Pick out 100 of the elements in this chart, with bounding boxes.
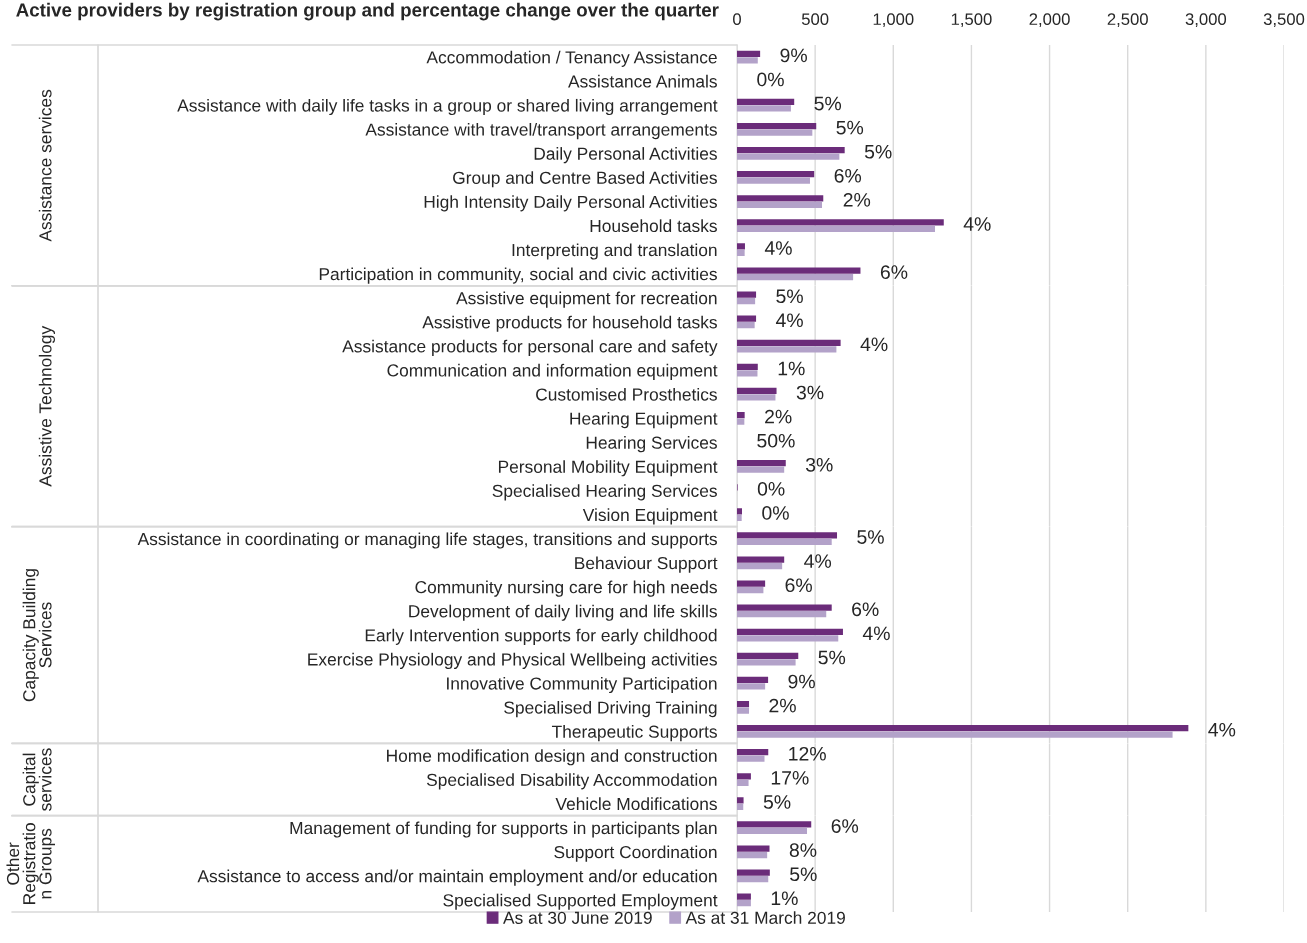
bar (737, 153, 840, 160)
legend-label: As at 30 June 2019 (503, 911, 652, 924)
annotation: 4% (764, 241, 792, 255)
annotation: 5% (790, 867, 817, 882)
bar (737, 803, 744, 810)
bar (737, 298, 756, 305)
bar (737, 851, 768, 859)
bar (737, 177, 810, 184)
bar (737, 827, 808, 835)
annotation: 2% (843, 192, 871, 207)
bar (737, 147, 845, 154)
bar (737, 273, 854, 281)
annotation: 4% (862, 626, 890, 641)
bar (737, 50, 761, 57)
y-tick-label: Participation in community, social and civic activities (319, 267, 717, 284)
bar (737, 676, 769, 684)
annotation: 12% (789, 746, 826, 761)
bar (737, 219, 944, 226)
bar (737, 394, 776, 401)
bar (737, 267, 861, 274)
bar (737, 556, 785, 563)
bar (737, 315, 757, 322)
y-tick-label: Management of funding for supports in participants plan (290, 821, 717, 838)
annotation: 4% (775, 313, 803, 328)
y-tick-label: Customised Prosthetics (536, 387, 717, 401)
bar (737, 411, 745, 419)
y-axis-title: Assistive Technology (38, 325, 55, 487)
annotation: 5% (836, 120, 864, 135)
bar (737, 700, 750, 708)
bar (737, 225, 936, 232)
bar (737, 171, 815, 178)
bar (737, 773, 751, 780)
y-tick-label: Home modification design and construction (387, 749, 717, 766)
y-tick-label: Support Coordination (554, 845, 717, 862)
annotation: 9% (780, 48, 807, 63)
y-tick-label: Assistance with daily life tasks in a group or shared living arrangement (177, 98, 718, 116)
y-tick-label: Assistance products for personal care and safety (342, 339, 718, 356)
annotation: 2% (765, 409, 792, 424)
annotation: 2% (769, 698, 796, 713)
text: Active providers by registration group and percentage change over the quarter (16, 2, 719, 21)
bar (737, 339, 841, 346)
bar (737, 587, 764, 594)
annotation: 9% (788, 674, 815, 689)
bar (737, 749, 769, 756)
y-tick-label: Specialised Disability Accommodation (426, 773, 717, 790)
bar (737, 797, 744, 804)
y-tick-label: Assistive equipment for recreation (456, 291, 717, 308)
annotation: 6% (834, 168, 862, 183)
bar (737, 628, 843, 635)
y-tick-label: Exercise Physiology and Physical Wellbeing activities (308, 652, 717, 670)
bar (737, 876, 769, 883)
y-tick-label: Development of daily living and life skills (409, 604, 717, 621)
bar (737, 243, 745, 250)
y-tick-label: Personal Mobility Equipment (498, 460, 718, 477)
y-tick-label: Early Intervention supports for early childhood (365, 628, 717, 645)
y-tick-label: Daily Personal Activities (534, 147, 717, 164)
bar (737, 201, 823, 208)
x-tick-label: 1,000 (873, 13, 914, 28)
y-tick-label: Hearing Services (586, 436, 717, 453)
annotation: 5% (818, 650, 846, 665)
x-tick-label: 2,000 (1029, 13, 1070, 28)
x-tick-label: 3,500 (1263, 13, 1305, 28)
bar (737, 611, 827, 618)
y-tick-label: Behaviour Support (575, 556, 718, 573)
bar (737, 322, 755, 329)
y-tick-label: Communication and information equipment (387, 363, 718, 381)
bar (737, 604, 832, 611)
bar (737, 466, 785, 473)
annotation: 3% (796, 385, 824, 400)
bar (737, 725, 1189, 732)
y-tick-label: Assistance to access and/or maintain employment and/or education (197, 869, 717, 886)
bar (737, 98, 795, 106)
annotation: 4% (963, 217, 991, 231)
bar (737, 508, 742, 515)
bar (737, 363, 758, 370)
annotation: 4% (860, 337, 888, 352)
bar (737, 460, 786, 467)
annotation: 0% (757, 481, 785, 496)
x-tick-label: 3,000 (1185, 13, 1227, 28)
y-tick-label: Vision Equipment (582, 508, 718, 525)
bar (737, 387, 777, 395)
y-tick-label: Specialised Hearing Services (492, 484, 717, 501)
annotation: 5% (776, 289, 803, 304)
legend-label: As at 31 March 2019 (685, 911, 845, 924)
annotation: 4% (804, 554, 832, 568)
annotation: 0% (762, 506, 789, 520)
y-tick-label: High Intensity Daily Personal Activities (424, 195, 717, 212)
bar (737, 893, 751, 900)
bar (737, 122, 817, 130)
y-axis-title: Assistance services (38, 89, 52, 242)
annotation: 5% (814, 96, 842, 111)
annotation: 1% (771, 891, 798, 906)
bar (737, 821, 812, 828)
y-tick-label: Group and Centre Based Activities (453, 171, 717, 188)
y-axis-title: Other Registratio n Groups (6, 823, 55, 904)
annotation: 0% (757, 72, 784, 87)
y-tick-label: Interpreting and translation (512, 243, 717, 260)
y-tick-label: Hearing Equipment (570, 412, 718, 429)
annotation: 8% (789, 843, 817, 858)
x-tick-label: 500 (801, 13, 829, 26)
